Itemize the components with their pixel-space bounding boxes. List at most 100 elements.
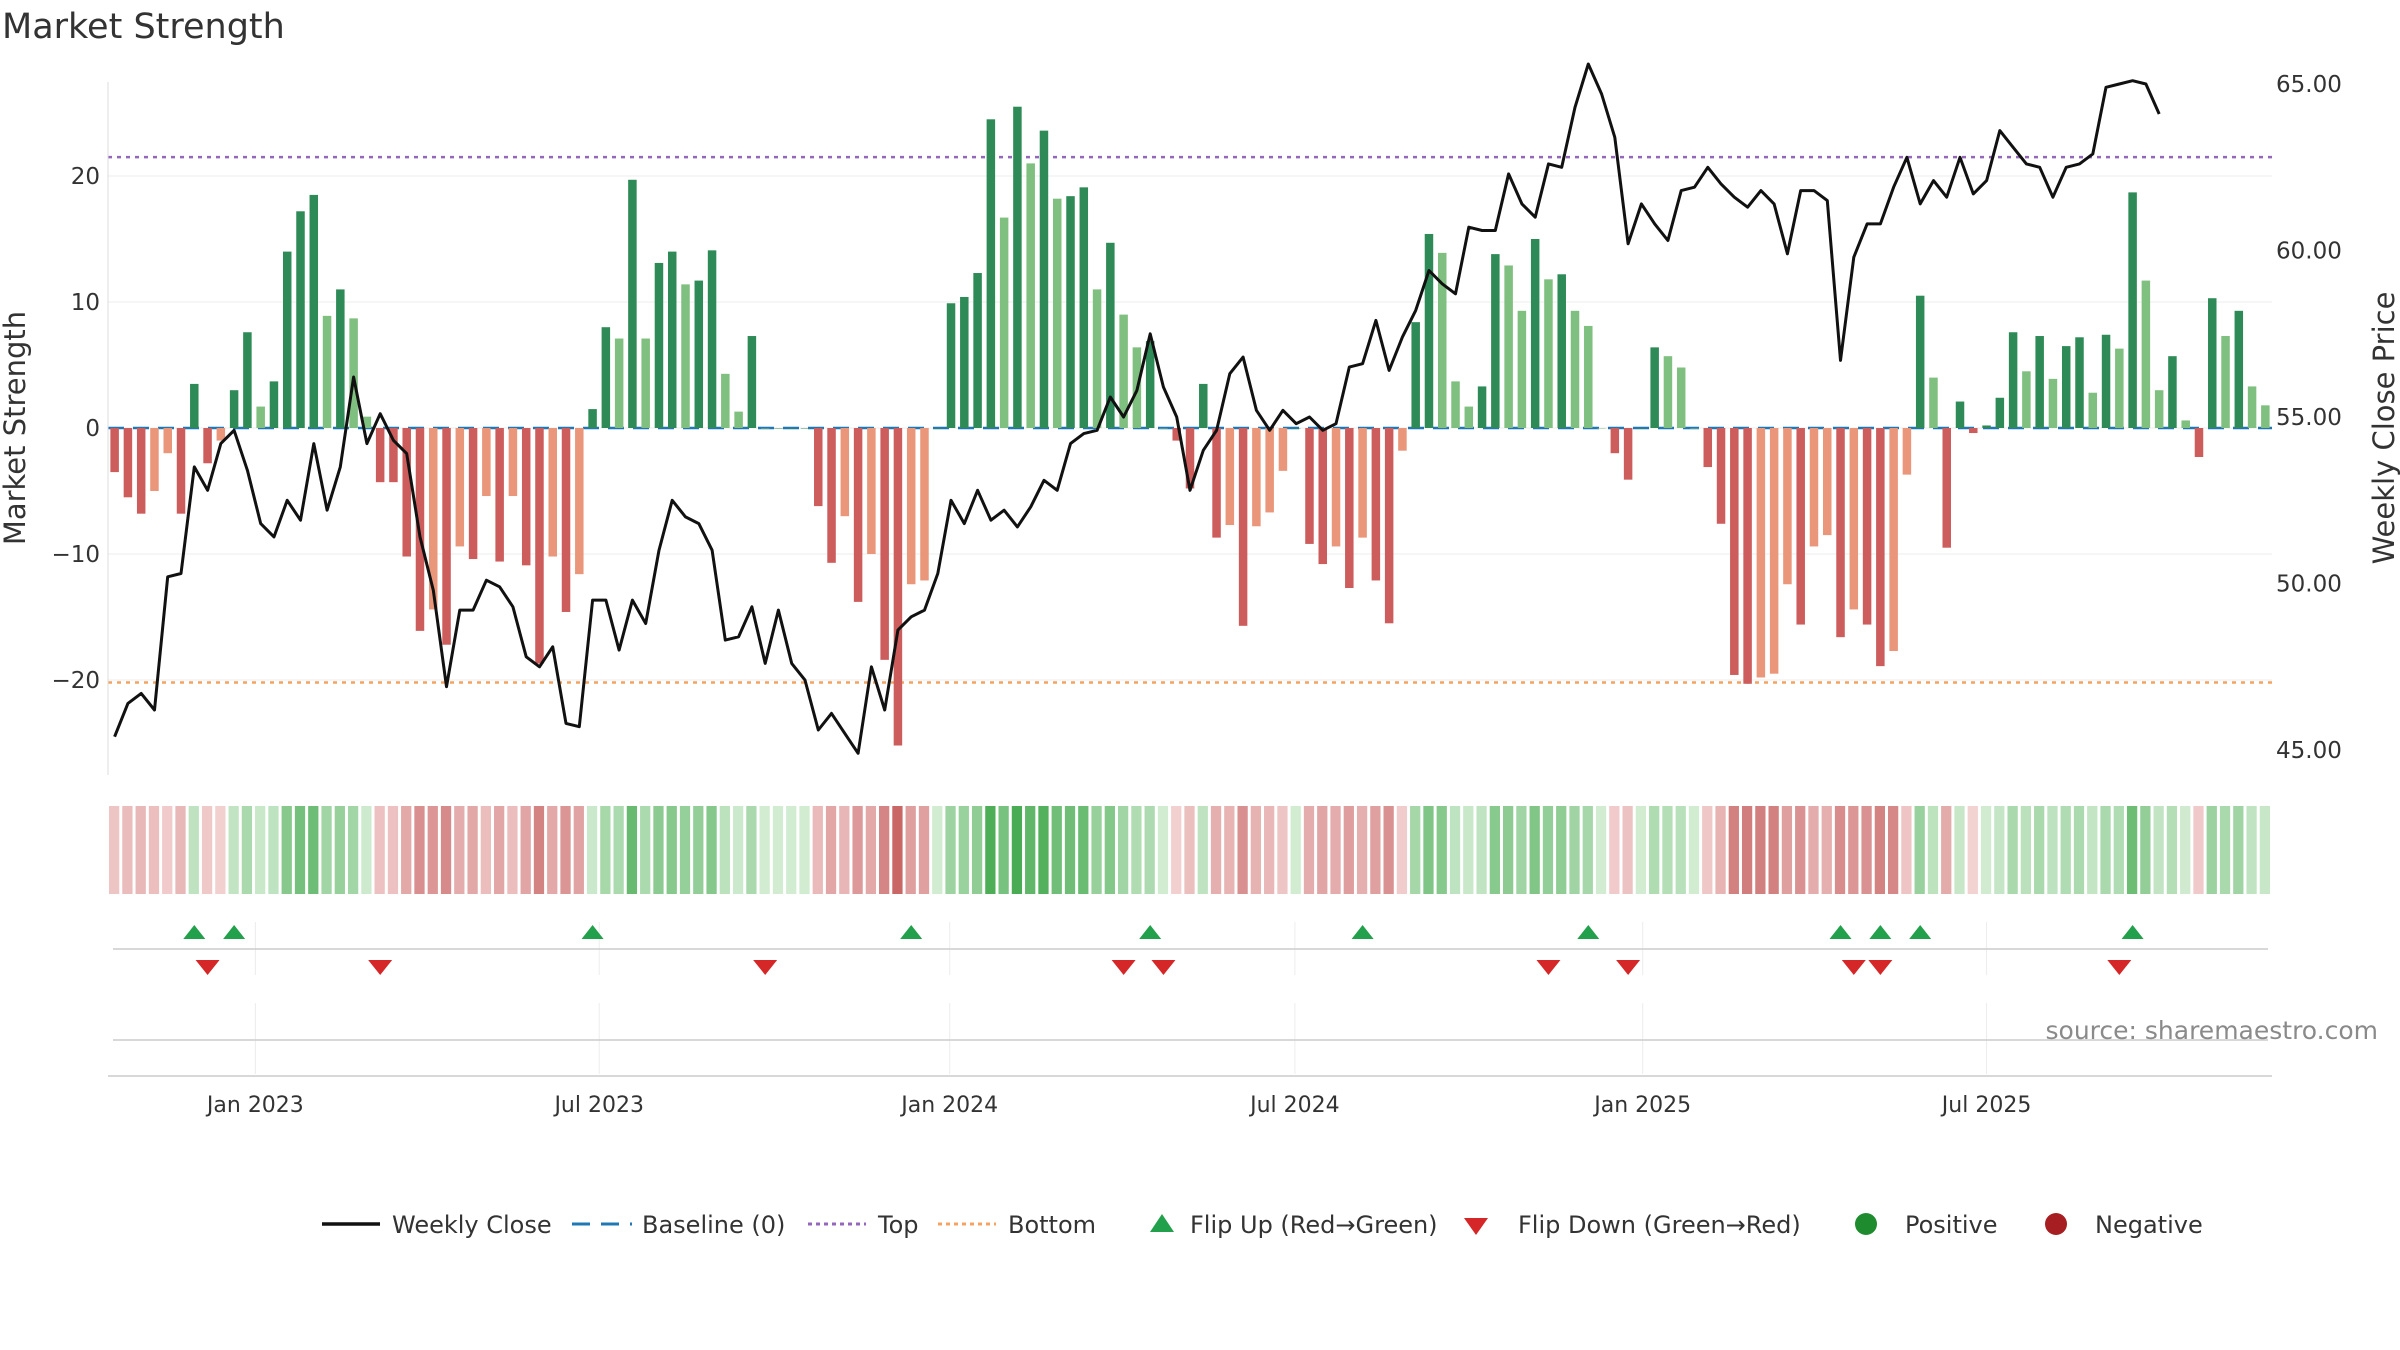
strength-bar: [853, 428, 863, 602]
heat-cell: [2193, 806, 2204, 894]
heat-cell: [2020, 806, 2032, 894]
heat-cell: [2140, 806, 2151, 894]
strength-bar: [1849, 428, 1859, 610]
heat-cell: [1675, 806, 1686, 894]
strength-bar: [2168, 356, 2177, 428]
legend-label: Flip Up (Red→Green): [1190, 1211, 1438, 1239]
strength-bar: [1995, 397, 2005, 428]
strength-bar: [1597, 428, 1606, 429]
heat-cell: [2206, 806, 2217, 894]
strength-bar: [322, 315, 332, 428]
heat-cell: [1131, 806, 1142, 894]
flip-down-marker: [368, 960, 393, 975]
y-tick-label-left: 0: [85, 416, 100, 442]
strength-bar: [1504, 265, 1513, 428]
strength-bar: [1862, 428, 1872, 625]
heat-cell: [2126, 806, 2138, 894]
x-tick-label: Jan 2025: [1592, 1093, 1691, 1118]
strength-bar: [2154, 390, 2164, 428]
heat-cell: [1489, 806, 1500, 894]
heat-cell: [786, 806, 797, 894]
strength-bar: [1756, 428, 1766, 678]
heat-cell: [1781, 806, 1793, 894]
strength-bar: [1982, 425, 1991, 428]
x-tick-label: Jan 2023: [205, 1093, 304, 1118]
heat-cell: [1343, 806, 1354, 894]
heat-cell: [122, 806, 133, 894]
heat-cell: [2259, 806, 2270, 894]
strength-bar: [1929, 377, 1938, 428]
heat-cell: [2166, 806, 2178, 894]
strength-bar: [893, 428, 903, 746]
heat-cell: [706, 806, 717, 894]
strength-bar: [986, 119, 996, 429]
heat-cell: [1649, 806, 1660, 894]
flip-down-marker: [1151, 960, 1176, 975]
heat-cell: [1927, 806, 1939, 894]
heat-cell: [1091, 806, 1102, 894]
flip-up-marker: [1869, 925, 1892, 939]
heat-cell: [175, 806, 186, 894]
strength-bar: [2061, 346, 2071, 428]
strength-bar: [1637, 428, 1646, 429]
heat-cell: [1423, 806, 1434, 894]
heat-cell: [1104, 806, 1115, 894]
heat-cell: [918, 806, 930, 894]
heat-cell: [1011, 806, 1023, 894]
x-tick-label: Jul 2024: [1248, 1093, 1340, 1118]
strength-bar: [960, 296, 969, 428]
flip-up-marker: [900, 925, 923, 939]
strength-bar: [2022, 371, 2031, 428]
strength-bar: [548, 428, 557, 557]
heat-cell: [321, 806, 332, 894]
strength-bar: [840, 428, 850, 517]
strength-bar: [176, 428, 186, 514]
heat-cell: [1901, 806, 1912, 894]
heat-cell: [1848, 806, 1859, 894]
strength-bar: [508, 428, 518, 497]
heat-cell: [825, 806, 837, 894]
strength-bar: [1066, 196, 1075, 428]
legend-swatch: [2045, 1213, 2067, 1235]
heat-cell: [1317, 806, 1328, 894]
heat-cell: [1994, 806, 2005, 894]
heat-cell: [2100, 806, 2111, 894]
heat-cell: [281, 806, 292, 894]
strength-bar: [1265, 428, 1274, 513]
heat-cell: [148, 806, 160, 894]
heat-cell: [2034, 806, 2045, 894]
strength-bar: [933, 428, 943, 429]
heat-cell: [228, 806, 239, 894]
heat-cell: [454, 806, 465, 894]
heat-cell: [839, 806, 850, 894]
heat-cell: [1914, 806, 1925, 894]
heat-cell: [1370, 806, 1381, 894]
flip-down-marker: [1536, 960, 1561, 975]
strength-bar: [2075, 337, 2084, 428]
heat-cell: [985, 806, 996, 894]
heat-cell: [600, 806, 611, 894]
heat-cell: [1635, 806, 1647, 894]
legend-item: Bottom: [938, 1211, 1096, 1239]
flip-markers-panel: [113, 922, 2268, 975]
strength-bar: [2221, 336, 2230, 428]
flip-up-marker: [1351, 925, 1374, 939]
heat-cell: [414, 806, 425, 894]
heat-cell: [759, 806, 770, 894]
strength-bar: [667, 251, 677, 428]
strength-bar: [1398, 428, 1407, 451]
strength-bar: [1517, 310, 1527, 428]
heat-cell: [347, 806, 359, 894]
y-axis-label-left: Market Strength: [0, 311, 32, 545]
heat-cell: [865, 806, 877, 894]
strength-bar: [2181, 420, 2190, 428]
heat-cell: [613, 806, 624, 894]
x-tick-label: Jul 2025: [1940, 1093, 2032, 1118]
heat-cell: [2219, 806, 2231, 894]
strength-bar: [535, 428, 544, 664]
heat-cell: [1250, 806, 1262, 894]
strength-bar: [1278, 428, 1288, 471]
heat-cell: [679, 806, 691, 894]
strength-bar: [561, 428, 571, 612]
